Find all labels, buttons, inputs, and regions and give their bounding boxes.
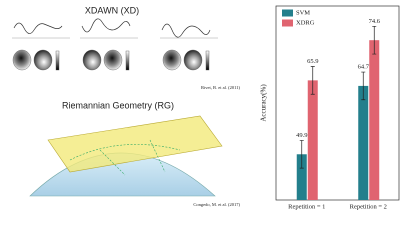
bar	[369, 40, 380, 200]
bar	[307, 80, 318, 200]
head-map	[12, 49, 32, 71]
head-map	[33, 49, 53, 71]
waveform	[161, 23, 211, 38]
error-bar	[299, 140, 304, 169]
legend-swatch	[282, 19, 293, 27]
value-label: 74.6	[369, 18, 381, 25]
error-bar	[372, 25, 377, 55]
bar-chart: Accuracy(%) Repetition = 1 49.9 65.9 Repetit…	[260, 5, 400, 210]
waveform	[81, 18, 131, 33]
error-bar	[310, 66, 315, 95]
legend-label: SVM	[296, 9, 310, 16]
plot-frame	[275, 5, 400, 201]
legend-label: XDRG	[296, 19, 315, 26]
waveform	[13, 22, 63, 34]
head-map	[103, 49, 123, 71]
head-map	[82, 49, 102, 71]
tangent-plane	[47, 115, 223, 173]
bar	[296, 154, 307, 200]
y-axis-label: Accuracy(%)	[260, 84, 268, 122]
head-map	[162, 49, 182, 71]
error-bar	[361, 71, 366, 101]
head-map	[183, 49, 203, 71]
colorbar	[55, 50, 60, 71]
colorbar	[125, 50, 130, 71]
x-tick-label: Repetition = 2	[350, 203, 387, 210]
bar	[358, 85, 369, 200]
colorbar	[205, 50, 210, 71]
legend-swatch	[282, 9, 293, 17]
value-label: 64.7	[358, 64, 370, 71]
x-tick-label: Repetition = 1	[288, 203, 325, 210]
projection	[99, 139, 166, 176]
xdawn-title: XDAWN (XD)	[85, 5, 139, 15]
rg-title: Riemannian Geometry (RG)	[62, 100, 174, 110]
figure: XDAWN (XD) Rivet, B. et al. (2011) Riema…	[12, 5, 400, 210]
citation: Rivet, B. et al. (2011)	[201, 85, 240, 91]
rg-panel: Riemannian Geometry (RG) Congedo, M. et …	[29, 100, 240, 208]
citation: Congedo, M. et al. (2017)	[193, 202, 240, 208]
value-label: 65.9	[307, 58, 318, 65]
xdawn-panel: XDAWN (XD) Rivet, B. et al. (2011)	[12, 5, 240, 91]
value-label: 49.9	[296, 132, 307, 139]
geodesic	[69, 144, 181, 161]
